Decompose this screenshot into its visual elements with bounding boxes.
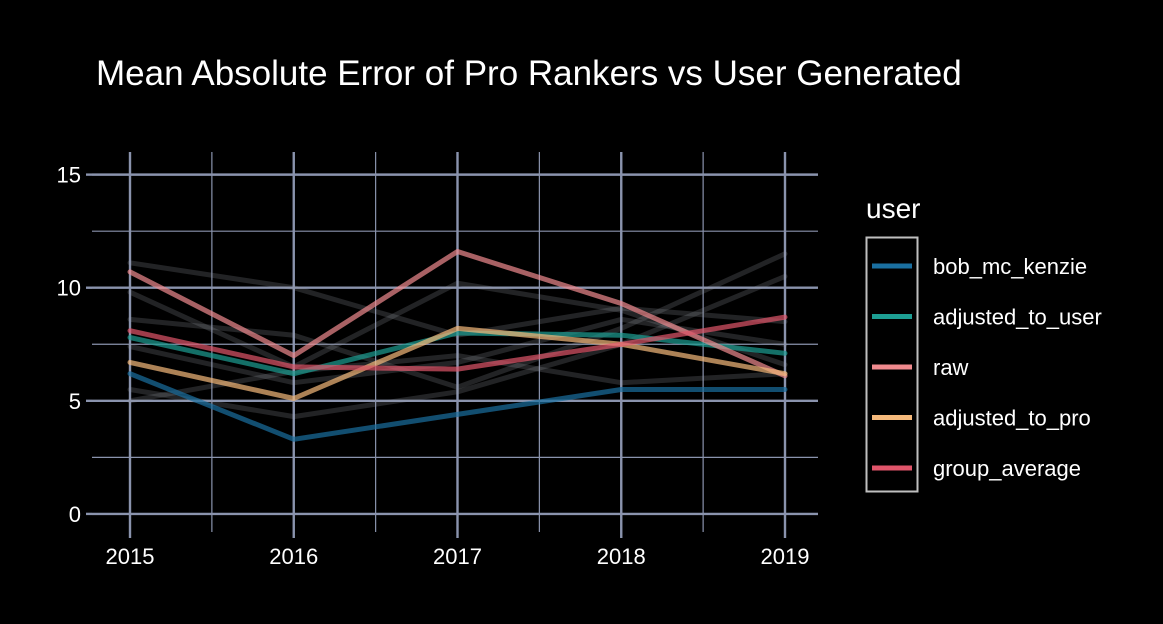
legend-title: user	[866, 193, 920, 224]
legend-label-raw: raw	[933, 355, 969, 380]
series-line-group-average	[127, 314, 788, 372]
x-tick-label: 2015	[106, 544, 155, 569]
x-tick-label: 2019	[761, 544, 810, 569]
series-line-raw	[127, 249, 788, 379]
y-tick-label: 0	[69, 502, 81, 527]
series-layer	[127, 249, 788, 442]
grid-layer	[92, 152, 818, 532]
background-series-line	[127, 273, 788, 420]
series-line-adjusted-to-pro	[127, 325, 788, 401]
axis-layer: 0 5 10 15 2015 2016 2017 2018 2019	[57, 163, 810, 569]
y-tick-label: 5	[69, 389, 81, 414]
chart-title: Mean Absolute Error of Pro Rankers vs Us…	[96, 54, 962, 93]
legend-key-box	[865, 236, 919, 493]
y-tick-label: 15	[57, 163, 81, 188]
x-tick-label: 2017	[433, 544, 482, 569]
legend-label-adjusted-to-user: adjusted_to_user	[933, 305, 1102, 330]
series-line-bob-mc-kenzie	[127, 371, 788, 442]
legend-label-bob-mc-kenzie: bob_mc_kenzie	[933, 254, 1087, 279]
background-series-layer	[127, 251, 788, 420]
x-tick-label: 2016	[269, 544, 318, 569]
y-tick-label: 10	[57, 276, 81, 301]
legend-label-adjusted-to-pro: adjusted_to_pro	[933, 406, 1091, 431]
legend-label-group-average: group_average	[933, 456, 1081, 481]
background-series-line	[127, 353, 788, 404]
series-line-adjusted-to-user	[127, 330, 788, 377]
x-tick-label: 2018	[597, 544, 646, 569]
